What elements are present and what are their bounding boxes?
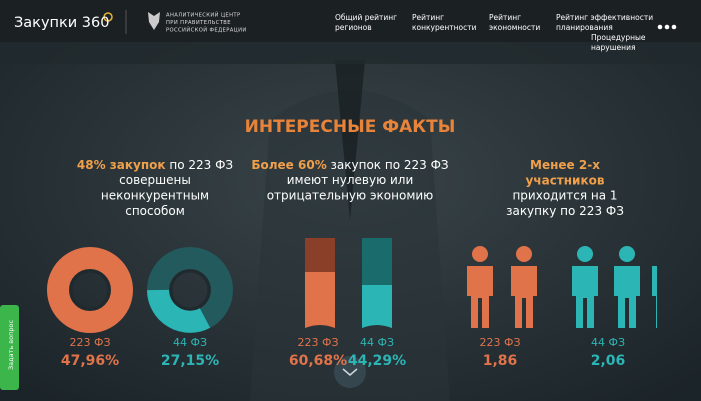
fact-highlight: Менее 2-х bbox=[530, 158, 600, 172]
side-tab-label[interactable]: Задать вопрос bbox=[7, 320, 15, 370]
menu-dot[interactable] bbox=[671, 24, 677, 30]
fact-line: Менее 2-х bbox=[530, 158, 600, 172]
person-icon bbox=[614, 246, 640, 328]
stat-value: 60,68% bbox=[289, 353, 347, 369]
logo: Закупки 360 bbox=[14, 15, 109, 31]
nav-link[interactable]: Рейтинг эффективности bbox=[556, 13, 653, 22]
fact-line: 48% закупок по 223 ФЗ bbox=[77, 158, 233, 172]
donut-44-rest bbox=[147, 247, 233, 333]
stat-label: 223 ФЗ bbox=[479, 336, 520, 349]
fact-text: способом bbox=[125, 204, 185, 218]
side-tab[interactable] bbox=[0, 305, 19, 390]
person-head bbox=[619, 246, 635, 262]
header-shadow bbox=[0, 42, 701, 64]
person-icon bbox=[572, 246, 598, 328]
person-icon bbox=[652, 266, 657, 328]
fact-line: Более 60% закупок по 223 ФЗ bbox=[251, 158, 448, 172]
menu-dot[interactable] bbox=[664, 24, 670, 30]
stat-label: 223 ФЗ bbox=[69, 336, 110, 349]
fact-line: участников bbox=[526, 173, 605, 187]
stat-label: 223 ФЗ bbox=[297, 336, 338, 349]
fact-text: совершены bbox=[119, 173, 191, 187]
emblem bbox=[148, 12, 160, 30]
donut-44 bbox=[147, 289, 211, 333]
scroll-down[interactable] bbox=[334, 356, 366, 388]
person-body bbox=[511, 266, 537, 328]
nav-link[interactable]: конкурентности bbox=[412, 23, 477, 32]
people-group bbox=[467, 246, 657, 328]
header-bar bbox=[0, 0, 701, 42]
fact-text: закупку по 223 ФЗ bbox=[506, 204, 624, 218]
bar-44 bbox=[362, 285, 392, 328]
bar-223 bbox=[305, 272, 335, 328]
logo-eye bbox=[103, 12, 113, 22]
person-head bbox=[472, 246, 488, 262]
section-title: ИНТЕРЕСНЫЕ ФАКТЫ bbox=[245, 117, 456, 137]
person-icon bbox=[467, 246, 493, 328]
stat-value: 1,86 bbox=[483, 353, 518, 369]
donut-223 bbox=[47, 247, 133, 333]
fact-text: имеют нулевую или bbox=[287, 173, 414, 187]
nav-link[interactable]: планирования bbox=[556, 23, 613, 32]
nav-link[interactable]: Рейтинг bbox=[412, 13, 444, 22]
nav-link[interactable]: Общий рейтинг bbox=[335, 13, 397, 22]
person-body bbox=[652, 266, 657, 328]
fact-highlight: участников bbox=[526, 173, 605, 187]
donut-ring bbox=[169, 269, 211, 311]
stat-value: 27,15% bbox=[161, 353, 219, 369]
fact-highlight: Более 60% bbox=[251, 158, 326, 172]
menu-dot[interactable] bbox=[657, 24, 663, 30]
person-icon bbox=[511, 246, 537, 328]
fact-highlight: 48% закупок bbox=[77, 158, 166, 172]
org-line: ПРИ ПРАВИТЕЛЬСТВЕ bbox=[166, 20, 231, 26]
scroll-arrow bbox=[342, 368, 358, 376]
person-body bbox=[614, 266, 640, 328]
org-line: РОССИЙСКОЙ ФЕДЕРАЦИИ bbox=[166, 27, 247, 34]
nav-link[interactable]: Рейтинг bbox=[489, 13, 521, 22]
suit-silhouette bbox=[250, 90, 450, 401]
person-body bbox=[572, 266, 598, 328]
org-line: АНАЛИТИЧЕСКИЙ ЦЕНТР bbox=[166, 12, 240, 19]
stat-value: 44,29% bbox=[348, 353, 406, 369]
stat-label: 44 ФЗ bbox=[173, 336, 207, 349]
person-head bbox=[516, 246, 532, 262]
stat-value: 2,06 bbox=[591, 353, 626, 369]
nav-link[interactable]: регионов bbox=[335, 23, 372, 32]
person-body bbox=[467, 266, 493, 328]
fact-text: отрицательную экономию bbox=[267, 189, 434, 203]
nav-link[interactable]: нарушения bbox=[591, 43, 635, 52]
fact-text: приходится на 1 bbox=[512, 189, 617, 203]
person-head bbox=[577, 246, 593, 262]
stat-value: 47,96% bbox=[61, 353, 119, 369]
fact-text: закупок по 223 ФЗ bbox=[327, 158, 449, 172]
donut-ring bbox=[69, 269, 111, 311]
fact-text: неконкурентным bbox=[101, 189, 209, 203]
stat-label: 44 ФЗ bbox=[591, 336, 625, 349]
fact-text: по 223 ФЗ bbox=[166, 158, 234, 172]
tie-silhouette bbox=[335, 60, 365, 220]
nav-link[interactable]: экономности bbox=[489, 23, 540, 32]
nav-link[interactable]: Процедурные bbox=[591, 33, 646, 42]
stat-label: 44 ФЗ bbox=[360, 336, 394, 349]
